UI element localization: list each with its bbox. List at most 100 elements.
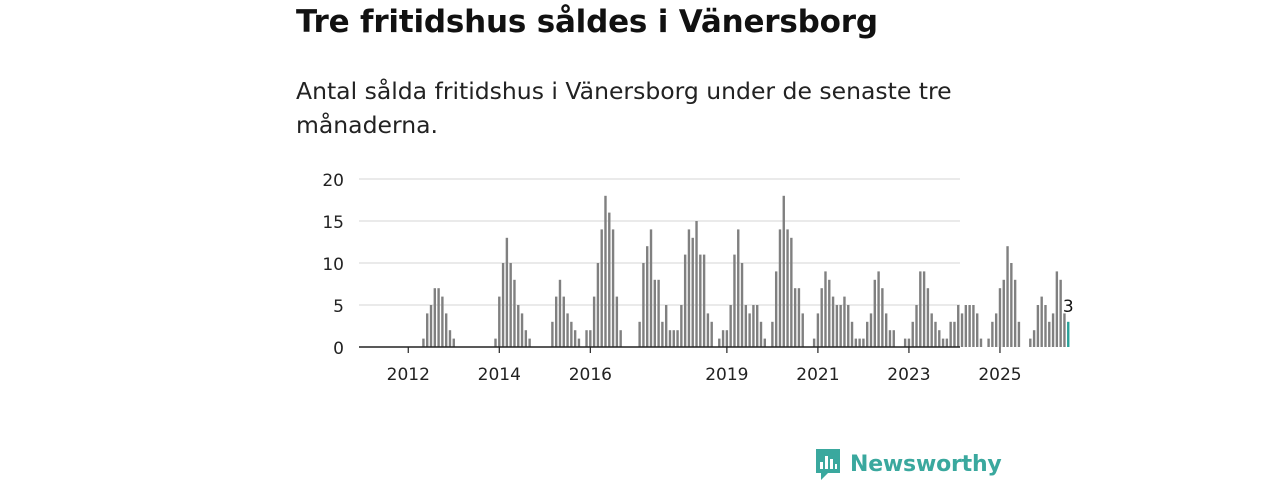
bar <box>957 305 960 347</box>
bar <box>702 254 706 347</box>
bar <box>991 321 994 347</box>
bar <box>509 263 512 347</box>
bars <box>422 195 1070 347</box>
bar <box>903 338 907 347</box>
bar <box>1029 338 1032 347</box>
bar <box>596 263 600 347</box>
x-axis-ticks: 2012 2014 2016 2019 2021 2023 2025 <box>387 347 1022 385</box>
bar <box>729 305 732 347</box>
bar <box>771 321 774 347</box>
newsworthy-logo[interactable]: Newsworthy <box>814 446 1002 482</box>
bar <box>752 305 755 347</box>
bar <box>657 279 660 347</box>
x-tick-label: 2025 <box>978 365 1021 385</box>
bar <box>1044 305 1047 347</box>
bar <box>907 338 911 347</box>
bar <box>422 338 425 347</box>
bar <box>524 330 528 347</box>
bar <box>782 195 785 347</box>
bar <box>994 313 998 347</box>
bar <box>672 330 675 347</box>
bar <box>797 288 801 347</box>
bar <box>778 229 782 347</box>
bar <box>687 229 691 347</box>
bar <box>843 296 846 347</box>
bar <box>812 338 816 347</box>
x-tick-label: 2012 <box>387 365 430 385</box>
bar <box>589 330 592 347</box>
bar <box>877 271 880 347</box>
bar <box>494 338 497 347</box>
bar <box>680 305 683 347</box>
bar <box>638 321 641 347</box>
bar <box>911 321 914 347</box>
y-tick-label: 0 <box>333 339 344 359</box>
bar <box>960 313 964 347</box>
bar <box>528 338 531 347</box>
bar <box>562 296 565 347</box>
bar <box>915 305 918 347</box>
grid-lines <box>359 178 960 306</box>
bar <box>498 296 501 347</box>
bar <box>642 263 645 347</box>
bar <box>945 338 949 347</box>
bar <box>790 237 793 347</box>
bar <box>517 305 520 347</box>
bar <box>926 288 930 347</box>
bar <box>551 321 554 347</box>
bar <box>661 321 664 347</box>
bar <box>520 313 524 347</box>
y-axis-ticks: 0 5 10 15 20 <box>322 171 344 359</box>
bar <box>968 305 971 347</box>
bar <box>600 229 603 347</box>
bar <box>501 263 505 347</box>
bar <box>847 305 850 347</box>
bar <box>611 229 615 347</box>
y-tick-label: 20 <box>322 171 344 191</box>
bar <box>816 313 820 347</box>
bar <box>718 338 721 347</box>
bar <box>949 321 952 347</box>
bar <box>608 212 611 347</box>
x-tick-label: 2023 <box>887 365 930 385</box>
bar <box>740 263 744 347</box>
bar <box>653 279 656 347</box>
bar <box>801 313 804 347</box>
bar <box>448 330 452 347</box>
bar <box>592 296 596 347</box>
bar <box>668 330 672 347</box>
y-tick-label: 15 <box>322 213 344 233</box>
bar <box>828 279 831 347</box>
bar <box>759 321 763 347</box>
bar <box>1010 263 1013 347</box>
bar <box>831 296 835 347</box>
bar <box>1040 296 1043 347</box>
bar <box>604 195 607 347</box>
bar <box>573 330 577 347</box>
chart-title: Tre fritidshus såldes i Vänersborg <box>296 4 878 40</box>
brand-name: Newsworthy <box>850 451 1002 477</box>
x-tick-label: 2021 <box>796 365 839 385</box>
bar <box>976 313 979 347</box>
bar <box>570 321 573 347</box>
bar <box>774 271 778 347</box>
bar <box>444 313 448 347</box>
bar <box>433 288 437 347</box>
bar <box>505 237 509 347</box>
bar <box>850 321 854 347</box>
bar <box>934 321 937 347</box>
y-tick-label: 5 <box>333 297 344 317</box>
bar <box>884 313 888 347</box>
bar <box>1002 279 1005 347</box>
bar <box>835 305 839 347</box>
bar <box>820 288 823 347</box>
bar <box>748 313 751 347</box>
bar <box>566 313 569 347</box>
bar <box>699 254 702 347</box>
bar <box>1013 279 1017 347</box>
bar <box>513 279 516 347</box>
bar <box>1059 279 1062 347</box>
bar <box>676 330 679 347</box>
bar <box>756 305 759 347</box>
